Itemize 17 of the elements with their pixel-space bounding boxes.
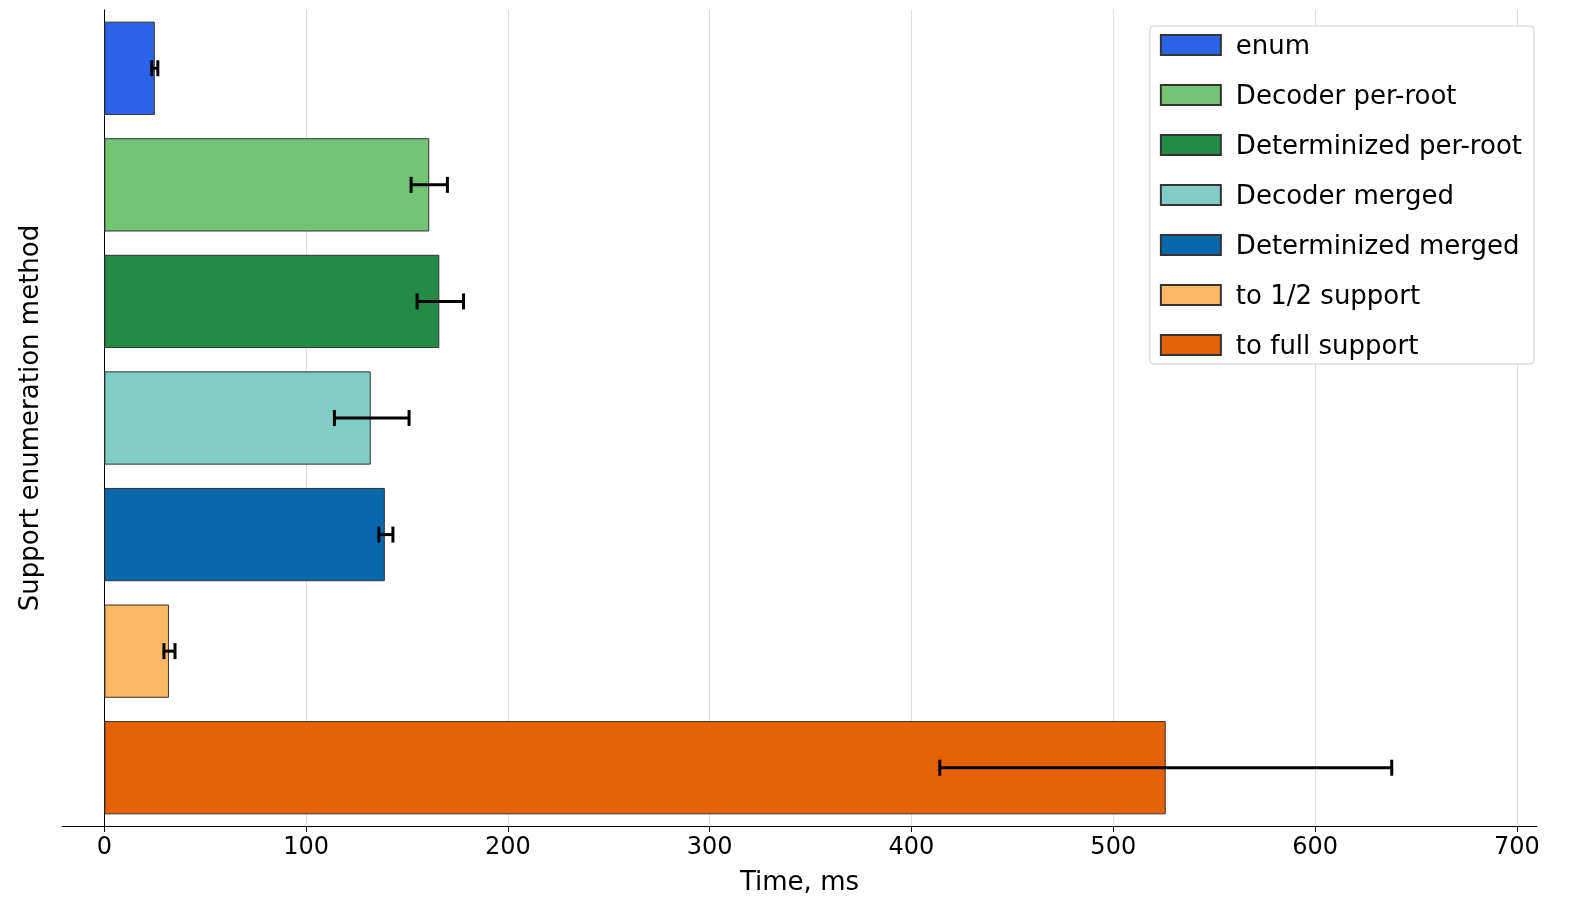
x-tick-label: 500 [1090, 832, 1137, 860]
x-tick-label: 700 [1493, 832, 1540, 860]
legend-label: to full support [1235, 330, 1419, 360]
x-tick-label: 400 [888, 832, 935, 860]
x-tick-label: 600 [1292, 832, 1338, 860]
legend-label: enum [1235, 30, 1311, 60]
x-tick-label: 300 [686, 832, 733, 860]
x-axis-title: Time, ms [738, 866, 860, 896]
legend-label: Determinized per-root [1235, 130, 1522, 160]
x-tick-label: 0 [96, 832, 113, 860]
legend-label: Decoder merged [1235, 180, 1455, 210]
y-axis-title: Support enumeration method [14, 224, 44, 612]
legend-label: Determinized merged [1235, 230, 1520, 260]
legend-label: to 1/2 support [1235, 280, 1421, 310]
x-tick-label: 100 [283, 832, 330, 860]
x-tick-label: 200 [485, 832, 531, 860]
legend-label: Decoder per-root [1235, 80, 1457, 110]
